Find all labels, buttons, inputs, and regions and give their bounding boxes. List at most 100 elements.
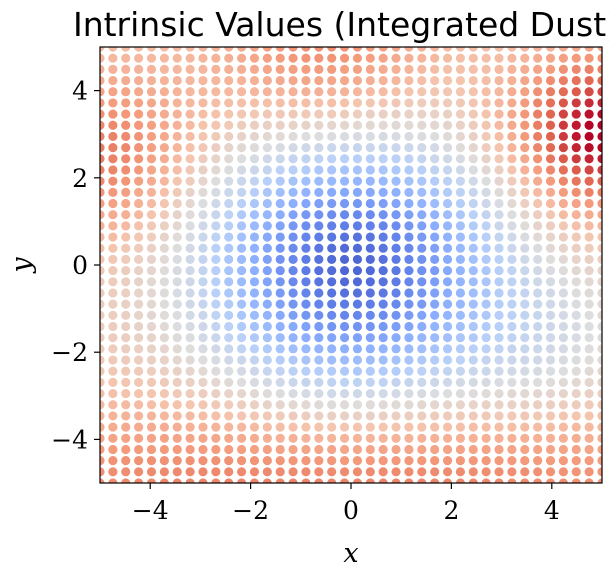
data-point <box>378 210 388 220</box>
data-point <box>172 321 182 332</box>
data-point <box>108 277 118 287</box>
data-point <box>545 366 556 376</box>
data-point <box>507 366 517 376</box>
data-point <box>314 288 324 298</box>
data-point <box>507 411 517 421</box>
data-point <box>288 467 298 477</box>
data-point <box>455 321 465 332</box>
data-point <box>314 444 324 455</box>
data-point <box>108 366 118 376</box>
data-point <box>558 478 568 483</box>
data-point <box>249 422 260 432</box>
data-point <box>417 422 427 432</box>
data-point <box>146 288 157 298</box>
data-point <box>455 47 465 52</box>
data-point <box>314 299 324 309</box>
data-point <box>571 53 581 63</box>
data-point <box>249 120 260 130</box>
data-point <box>159 131 169 142</box>
data-point <box>520 254 530 264</box>
data-point <box>108 355 118 365</box>
data-point <box>108 433 118 443</box>
data-point <box>237 47 247 52</box>
data-point <box>494 109 504 119</box>
data-point <box>172 411 182 421</box>
data-point <box>468 288 478 298</box>
data-point <box>584 120 594 130</box>
data-point <box>584 75 594 86</box>
data-point <box>365 344 375 354</box>
data-point <box>430 299 440 309</box>
data-point <box>558 120 568 130</box>
data-point <box>558 333 568 343</box>
data-point <box>134 444 144 455</box>
data-point <box>545 277 556 287</box>
data-point <box>378 422 388 432</box>
data-point <box>314 400 324 410</box>
data-point <box>545 377 556 387</box>
data-point <box>507 165 517 175</box>
data-point <box>172 53 182 63</box>
data-point <box>288 131 298 142</box>
data-point <box>545 210 556 220</box>
data-point <box>378 176 388 186</box>
data-point <box>314 355 324 365</box>
data-point <box>224 64 234 74</box>
data-point <box>224 266 234 276</box>
data-point <box>262 411 272 421</box>
data-point <box>481 109 491 119</box>
data-point <box>249 210 260 220</box>
data-point <box>314 344 324 354</box>
data-point <box>134 478 144 483</box>
data-point <box>172 47 182 52</box>
data-point <box>404 243 414 253</box>
data-point <box>134 64 144 74</box>
data-point <box>224 333 234 343</box>
data-point <box>211 411 221 421</box>
data-point <box>430 131 440 142</box>
data-point <box>121 321 131 332</box>
data-point <box>507 232 517 242</box>
data-point <box>159 400 169 410</box>
data-point <box>262 456 272 466</box>
data-point <box>584 47 594 52</box>
data-point <box>121 377 131 387</box>
data-point <box>455 310 465 320</box>
data-point <box>237 456 247 466</box>
data-point <box>352 221 363 231</box>
data-point <box>198 53 208 63</box>
data-point <box>455 366 465 376</box>
data-point <box>262 143 272 153</box>
data-point <box>172 120 182 130</box>
data-point <box>520 344 530 354</box>
data-point <box>520 143 530 153</box>
data-point <box>198 120 208 130</box>
data-point <box>365 456 375 466</box>
data-point <box>481 355 491 365</box>
data-point <box>545 310 556 320</box>
data-point <box>365 411 375 421</box>
data-point <box>558 75 568 86</box>
data-point <box>327 210 337 220</box>
data-point <box>597 277 602 287</box>
data-point <box>159 243 169 253</box>
data-point <box>237 400 247 410</box>
data-point <box>442 321 453 332</box>
data-point <box>545 400 556 410</box>
data-point <box>352 444 363 455</box>
data-point <box>134 75 144 86</box>
data-point <box>237 165 247 175</box>
data-point <box>558 47 568 52</box>
data-point <box>571 467 581 477</box>
data-point <box>249 131 260 142</box>
data-point <box>494 288 504 298</box>
data-point <box>378 47 388 52</box>
data-point <box>275 321 285 332</box>
data-point <box>545 433 556 443</box>
data-point <box>365 221 375 231</box>
x-tick-label: 2 <box>443 496 459 525</box>
data-point <box>584 87 594 97</box>
data-point <box>545 456 556 466</box>
data-point <box>533 109 543 119</box>
data-point <box>404 176 414 186</box>
